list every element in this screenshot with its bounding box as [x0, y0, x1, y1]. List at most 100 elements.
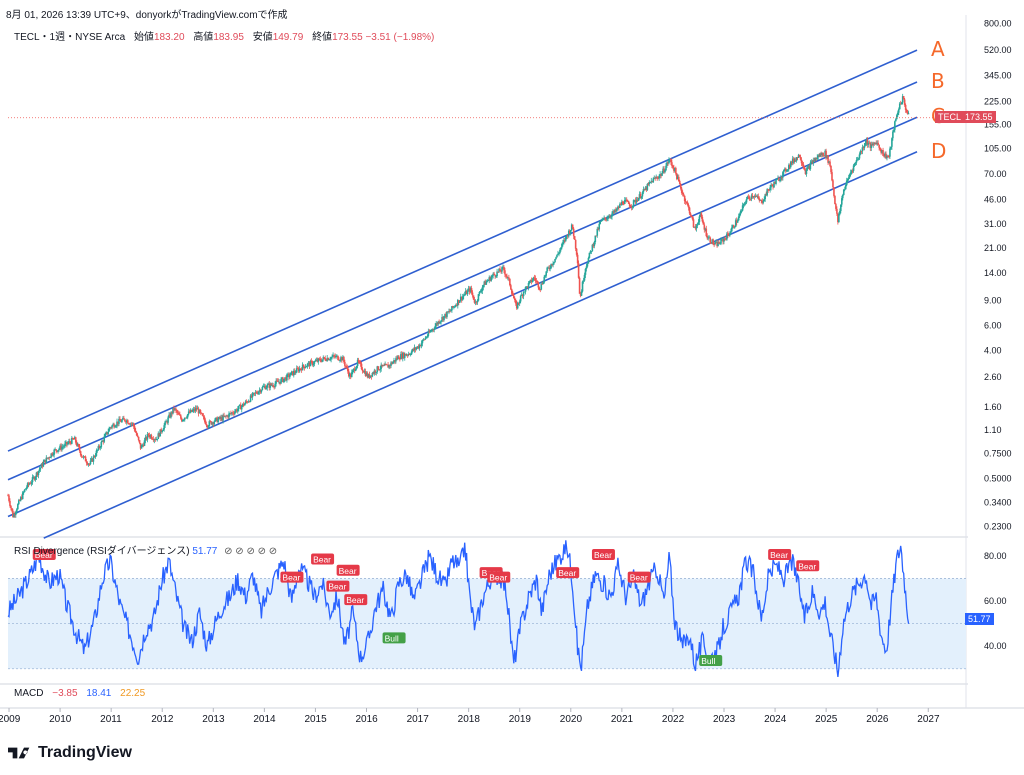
candle-body: [292, 370, 295, 376]
candle-body: [848, 174, 851, 178]
candle-body: [31, 477, 34, 483]
candle-body: [814, 157, 817, 162]
candle-body: [465, 291, 468, 295]
candle-body: [515, 303, 518, 309]
candle-body: [551, 264, 553, 266]
last-price-value: 173.55: [965, 112, 993, 122]
candle-body: [185, 417, 188, 419]
candle-body: [171, 412, 173, 414]
candle-body: [854, 162, 857, 164]
candle-body: [584, 268, 587, 275]
candle-body: [339, 360, 341, 361]
candle-body: [25, 487, 28, 489]
candle-body: [67, 442, 69, 445]
rsi-legend[interactable]: RSI Divergence (RSIダイバージェンス) 51.77 ⊘ ⊘ ⊘…: [14, 542, 277, 557]
candle-body: [406, 354, 409, 356]
signal-text: Bear: [558, 568, 576, 578]
candle-body: [900, 102, 903, 105]
candle-body: [518, 301, 521, 303]
candle-body: [101, 440, 104, 442]
candle-body: [229, 413, 231, 414]
candle-body: [7, 495, 9, 497]
candle-body: [240, 406, 243, 410]
candle-body: [781, 177, 783, 179]
candle-body: [486, 280, 489, 282]
candle-body: [433, 329, 436, 330]
candle-body: [327, 357, 329, 361]
candle-body: [100, 441, 103, 448]
candle-body: [887, 156, 889, 157]
candle-body: [730, 231, 732, 234]
candle-body: [287, 374, 289, 375]
candle-body: [307, 362, 310, 364]
candle-body: [184, 417, 187, 419]
candle-body: [642, 189, 645, 193]
candle-body: [127, 420, 129, 424]
candle-body: [886, 156, 888, 159]
candle-body: [331, 356, 333, 358]
candle-body: [157, 433, 160, 440]
candle-body: [798, 154, 801, 157]
candle-body: [186, 414, 189, 418]
candle-body: [578, 277, 581, 294]
candle-body: [500, 271, 502, 273]
candle-body: [571, 224, 574, 229]
candle-body: [503, 266, 505, 271]
candle-body: [92, 456, 95, 462]
candle-body: [541, 283, 544, 285]
candle-body: [511, 289, 513, 294]
candle-body: [575, 248, 578, 255]
candle-body: [659, 174, 661, 176]
candle-body: [710, 242, 712, 244]
candle-body: [872, 143, 875, 145]
candle-body: [736, 220, 739, 223]
candle-body: [828, 161, 830, 163]
signal-text: Bear: [35, 550, 53, 560]
candle-body: [115, 425, 117, 427]
candle-body: [220, 417, 222, 419]
candle-body: [570, 224, 573, 231]
candle-body: [649, 182, 652, 183]
tradingview-brand: TradingView: [8, 744, 132, 762]
year-tick-label: 2013: [202, 714, 225, 725]
candle-body: [359, 362, 362, 364]
candle-body: [777, 178, 779, 179]
signal-badge: [344, 594, 368, 606]
candle-body: [853, 163, 856, 166]
candle-body: [250, 395, 253, 398]
candle-body: [48, 457, 51, 459]
candle-body: [817, 155, 820, 158]
candle-body: [509, 278, 511, 286]
candle-body: [154, 439, 157, 441]
candle-body: [153, 439, 156, 441]
candle-body: [396, 358, 398, 360]
candle-body: [224, 415, 226, 417]
candle-body: [843, 189, 846, 191]
candle-body: [175, 408, 177, 411]
price-tick-label: 46.00: [984, 195, 1007, 205]
candle-body: [623, 199, 626, 204]
candle-body: [492, 273, 494, 276]
candle-body: [383, 365, 385, 367]
candle-body: [871, 144, 874, 146]
candle-body: [898, 103, 901, 110]
tradingview-logo-icon: [8, 747, 30, 759]
candle-body: [325, 360, 328, 361]
candle-body: [318, 358, 321, 360]
candle-body: [643, 189, 646, 191]
candle-body: [797, 154, 800, 158]
candle-body: [694, 226, 697, 229]
year-tick-label: 2011: [100, 714, 122, 725]
candle-body: [398, 356, 400, 359]
candle-body: [671, 162, 673, 166]
candle-body: [377, 366, 380, 370]
macd-legend[interactable]: MACD −3.85 18.41 22.25: [14, 688, 145, 699]
chart-timestamp: 8月 01, 2026 13:39 UTC+9、donyorkがTradingV…: [6, 10, 288, 21]
candle-body: [132, 423, 135, 427]
candle-body: [228, 413, 230, 418]
candle-body: [73, 438, 75, 440]
candle-body: [664, 170, 666, 173]
rsi-settings-icons[interactable]: ⊘ ⊘ ⊘ ⊘ ⊘: [224, 546, 278, 557]
candle-body: [676, 176, 679, 180]
candle-body: [141, 444, 144, 446]
